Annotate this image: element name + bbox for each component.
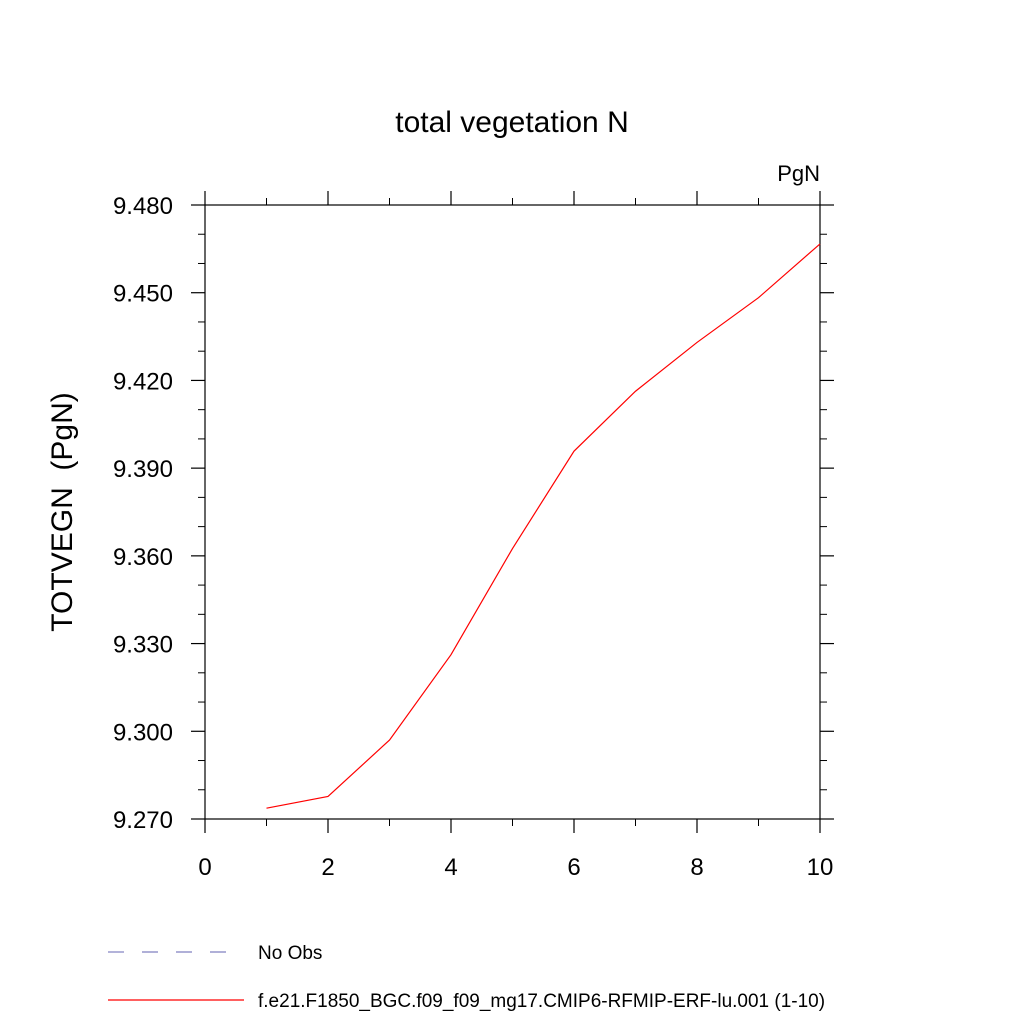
y-tick-label: 9.480 bbox=[113, 193, 173, 220]
y-tick-label: 9.420 bbox=[113, 368, 173, 395]
x-tick-label: 10 bbox=[807, 854, 834, 881]
axis-ticks bbox=[191, 191, 834, 833]
legend-label: f.e21.F1850_BGC.f09_f09_mg17.CMIP6-RFMIP… bbox=[258, 991, 825, 1012]
y-tick-label: 9.450 bbox=[113, 281, 173, 308]
series-layer bbox=[266, 243, 821, 809]
y-axis-label: TOTVEGN (PgN) bbox=[46, 392, 79, 631]
y-tick-label: 9.390 bbox=[113, 456, 173, 483]
legend-label: No Obs bbox=[258, 943, 322, 964]
y-tick-label: 9.360 bbox=[113, 544, 173, 571]
series-line bbox=[266, 243, 821, 809]
tick-labels: 0 2 4 6 8 10 9.270 9.300 9.330 9.360 9.390 9.420 9.4… bbox=[113, 193, 833, 881]
x-tick-label: 0 bbox=[198, 854, 211, 881]
legend: No Obs f.e21.F1850_BGC.f09_f09_mg17.CMIP6… bbox=[108, 943, 825, 1012]
y-tick-label: 9.300 bbox=[113, 719, 173, 746]
x-tick-label: 6 bbox=[567, 854, 580, 881]
x-tick-label: 8 bbox=[690, 854, 703, 881]
units-label: PgN bbox=[777, 161, 820, 186]
x-tick-label: 2 bbox=[321, 854, 334, 881]
y-tick-label: 9.330 bbox=[113, 632, 173, 659]
chart-title: total vegetation N bbox=[395, 106, 628, 139]
x-tick-label: 4 bbox=[444, 854, 457, 881]
y-tick-label: 9.270 bbox=[113, 807, 173, 834]
plot-frame bbox=[204, 204, 821, 820]
